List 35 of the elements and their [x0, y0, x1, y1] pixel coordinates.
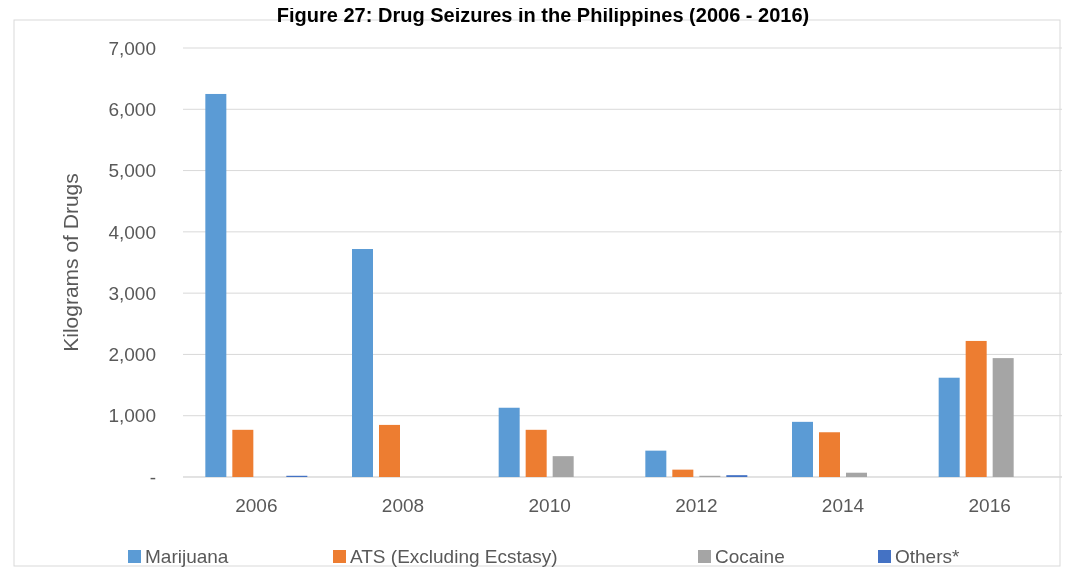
bar: [846, 472, 867, 477]
bar: [965, 340, 987, 477]
y-tick-label: 5,000: [108, 160, 156, 182]
y-tick-label: 4,000: [108, 221, 156, 243]
y-tick-label: 1,000: [108, 405, 156, 427]
y-axis-title: Kilograms of Drugs: [59, 173, 82, 352]
legend-label: ATS (Excluding Ecstasy): [350, 545, 558, 567]
y-tick-label: 2,000: [108, 344, 156, 366]
bar: [525, 429, 547, 477]
y-tick-label: -: [149, 466, 156, 488]
chart-title: Figure 27: Drug Seizures in the Philippines (2006 - 2016): [276, 4, 810, 26]
y-tick-label: 3,000: [108, 282, 156, 304]
y-tick-label: 7,000: [108, 37, 156, 59]
legend-label: Cocaine: [715, 545, 785, 567]
x-tick-label: 2012: [675, 495, 718, 516]
bar: [205, 93, 227, 477]
bar: [792, 421, 813, 477]
x-tick-label: 2006: [235, 495, 278, 516]
x-tick-label: 2010: [528, 495, 571, 516]
x-tick-label: 2016: [968, 495, 1011, 516]
bar: [672, 469, 694, 477]
bar: [992, 358, 1014, 477]
x-tick-label: 2014: [821, 495, 865, 516]
bar: [352, 249, 373, 477]
y-tick-label: 6,000: [108, 98, 156, 120]
bar: [232, 429, 254, 477]
bar: [819, 432, 840, 477]
bar: [379, 424, 400, 477]
bar: [938, 377, 960, 477]
bar: [645, 450, 667, 477]
legend-label: Marijuana: [145, 545, 229, 567]
bar: [498, 407, 520, 477]
x-tick-label: 2008: [381, 495, 425, 516]
legend-label: Others*: [895, 545, 961, 567]
bar: [552, 456, 574, 477]
